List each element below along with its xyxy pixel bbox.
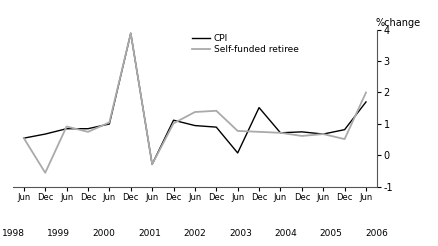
Self-funded retiree	[42, 171, 48, 174]
CPI	[278, 131, 283, 134]
Self-funded retiree	[107, 121, 112, 124]
Self-funded retiree	[171, 122, 176, 125]
CPI	[214, 126, 219, 129]
Self-funded retiree	[235, 129, 240, 132]
Self-funded retiree	[364, 91, 369, 94]
CPI	[235, 152, 240, 154]
CPI	[149, 163, 155, 166]
CPI	[299, 130, 304, 133]
Self-funded retiree	[342, 138, 347, 140]
Self-funded retiree	[214, 109, 219, 112]
Self-funded retiree	[149, 163, 155, 166]
CPI	[171, 119, 176, 122]
CPI	[107, 123, 112, 125]
CPI	[42, 133, 48, 136]
Self-funded retiree	[321, 133, 326, 136]
CPI	[192, 124, 198, 127]
CPI	[128, 32, 134, 35]
CPI	[321, 133, 326, 136]
Text: 2002: 2002	[184, 229, 206, 238]
Text: 2005: 2005	[320, 229, 343, 238]
CPI	[21, 137, 26, 140]
Self-funded retiree	[21, 137, 26, 140]
Legend: CPI, Self-funded retiree: CPI, Self-funded retiree	[188, 31, 302, 58]
Line: Self-funded retiree: Self-funded retiree	[24, 33, 366, 173]
Text: 1999: 1999	[47, 229, 70, 238]
Self-funded retiree	[85, 130, 91, 133]
Text: 2000: 2000	[92, 229, 116, 238]
Text: 1998: 1998	[2, 229, 25, 238]
Self-funded retiree	[64, 125, 69, 128]
Text: %change: %change	[375, 18, 420, 28]
Text: 2004: 2004	[275, 229, 297, 238]
Self-funded retiree	[128, 32, 134, 35]
CPI	[342, 128, 347, 131]
Line: CPI: CPI	[24, 33, 366, 164]
Self-funded retiree	[299, 135, 304, 138]
Self-funded retiree	[256, 130, 261, 133]
Text: 2006: 2006	[365, 229, 388, 238]
Self-funded retiree	[278, 131, 283, 134]
CPI	[364, 100, 369, 103]
Text: 2003: 2003	[229, 229, 252, 238]
Text: 2001: 2001	[138, 229, 161, 238]
CPI	[85, 127, 91, 130]
CPI	[64, 127, 69, 130]
CPI	[256, 106, 261, 109]
Self-funded retiree	[192, 110, 198, 113]
